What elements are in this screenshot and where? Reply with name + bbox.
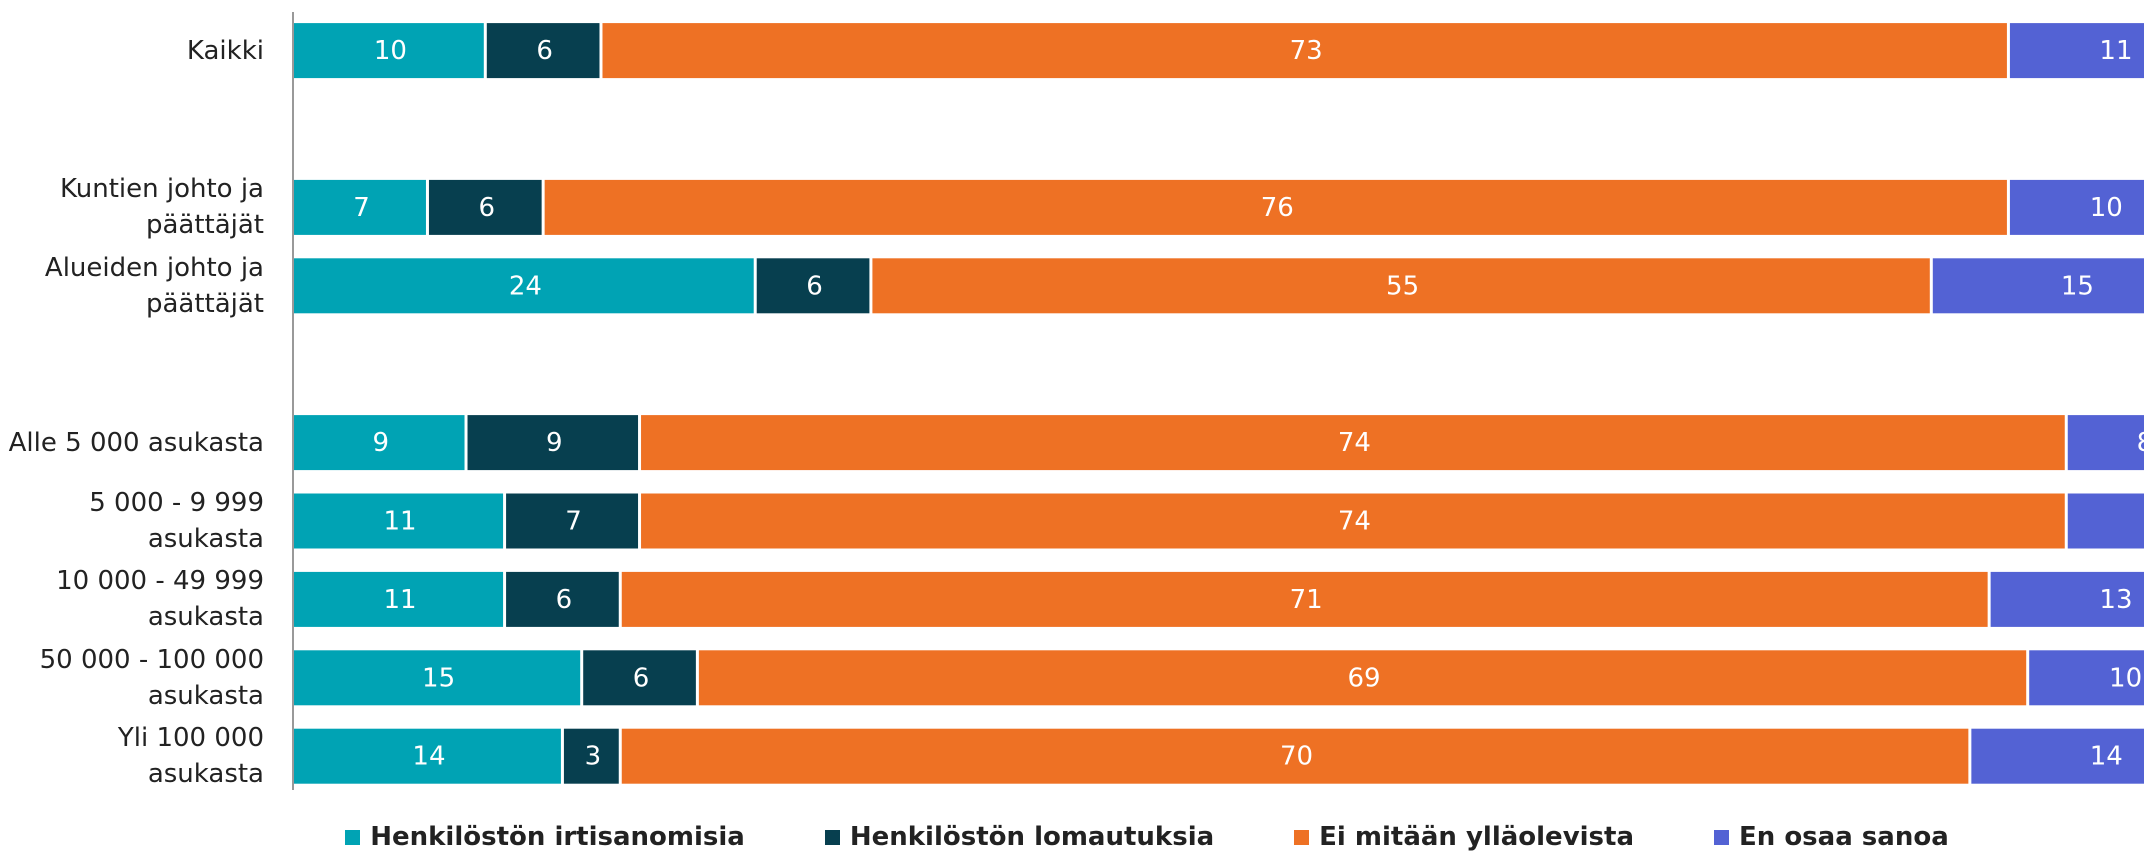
data-label: 15	[2061, 271, 2094, 301]
category-label: 5 000 - 9 999 asukasta	[89, 488, 264, 554]
bar-segment	[428, 179, 542, 235]
legend-label: Henkilöstön lomautuksia	[849, 822, 1215, 852]
bar-segment	[294, 493, 504, 549]
data-label: 10	[2090, 193, 2123, 223]
bar-segment	[583, 650, 696, 706]
data-label: 3	[585, 742, 602, 772]
data-label: 13	[2099, 585, 2132, 615]
bar-segment	[294, 179, 426, 235]
data-label: 55	[1386, 271, 1419, 301]
bar-segment	[544, 179, 2007, 235]
bar-segment	[506, 493, 639, 549]
legend-item: En osaa sanoa	[1714, 822, 1949, 852]
data-label: 71	[1290, 585, 1323, 615]
bar-segment	[2067, 415, 2144, 471]
data-label: 14	[2090, 742, 2123, 772]
data-label: 6	[536, 36, 553, 66]
data-label: 11	[383, 507, 416, 537]
legend-label: Ei mitään ylläolevista	[1319, 822, 1634, 852]
category-label: 10 000 - 49 999 asukasta	[56, 566, 264, 633]
data-label: 70	[1280, 742, 1313, 772]
data-label: 8	[2137, 428, 2144, 458]
category-label: Yli 100 000 asukasta	[117, 723, 264, 790]
data-label: 9	[372, 428, 389, 458]
legend-swatch	[1714, 829, 1729, 845]
bar-segment	[294, 23, 484, 79]
bar-segment	[294, 258, 754, 314]
data-label: 7	[565, 507, 582, 537]
bar-segment	[621, 728, 1969, 784]
bar-segment	[872, 258, 1930, 314]
data-label: 6	[556, 585, 573, 615]
data-label: 11	[383, 585, 416, 615]
bar-segment	[294, 571, 504, 627]
bar-segment	[2067, 493, 2144, 549]
data-label: 6	[806, 271, 823, 301]
data-label: 69	[1347, 663, 1380, 693]
legend-swatch	[824, 829, 840, 845]
data-label: 11	[2099, 36, 2132, 66]
bar-segment	[486, 23, 600, 79]
legend-swatch	[345, 829, 361, 845]
bar-segment	[294, 415, 465, 471]
bar-segment	[1971, 728, 2144, 784]
legend-item: Henkilöstön lomautuksia	[824, 822, 1215, 852]
legend-item: Ei mitään ylläolevista	[1294, 822, 1634, 852]
data-label: 10	[374, 36, 407, 66]
bar-segment	[641, 493, 2065, 549]
legend-label: En osaa sanoa	[1739, 822, 1949, 852]
bar-segment	[602, 23, 2007, 79]
data-label: 7	[353, 193, 370, 223]
bar-segment	[467, 415, 639, 471]
bar-segment	[641, 415, 2065, 471]
plot: 1067311767610246551599748117749116711315…	[292, 12, 2144, 790]
data-label: 10	[2109, 663, 2142, 693]
legend-item: Henkilöstön irtisanomisia	[345, 822, 745, 852]
bar-segment	[563, 728, 619, 784]
data-label: 14	[412, 742, 445, 772]
bar-segment	[2009, 179, 2144, 235]
category-label: Alueiden johto ja päättäjät	[44, 252, 264, 319]
data-label: 6	[479, 193, 496, 223]
data-label: 74	[1338, 428, 1371, 458]
data-label: 74	[1338, 507, 1371, 537]
legend-label: Henkilöstön irtisanomisia	[370, 822, 745, 852]
bar-segment	[756, 258, 870, 314]
legend: Henkilöstön irtisanomisia Henkilöstön lom…	[0, 822, 2144, 852]
data-label: 9	[546, 428, 563, 458]
bar-segment	[294, 650, 581, 706]
category-label: Alle 5 000 asukasta	[8, 427, 264, 458]
category-label: Kuntien johto ja päättäjät	[59, 174, 264, 241]
legend-swatch	[1294, 829, 1310, 845]
bar-segment	[506, 571, 619, 627]
data-label: 15	[422, 663, 455, 693]
data-label: 24	[509, 271, 542, 301]
bar-segment	[621, 571, 1988, 627]
bar-segment	[294, 728, 561, 784]
bar-segment	[2029, 650, 2144, 706]
bar-segment	[1990, 571, 2144, 627]
data-label: 6	[633, 663, 650, 693]
data-label: 76	[1261, 193, 1294, 223]
bar-segment	[698, 650, 2027, 706]
data-label: 73	[1290, 36, 1323, 66]
bar-segment	[1932, 258, 2144, 314]
category-label: 50 000 - 100 000 asukasta	[39, 644, 264, 711]
category-label: Kaikki	[186, 35, 264, 66]
bar-segment	[2009, 23, 2144, 79]
